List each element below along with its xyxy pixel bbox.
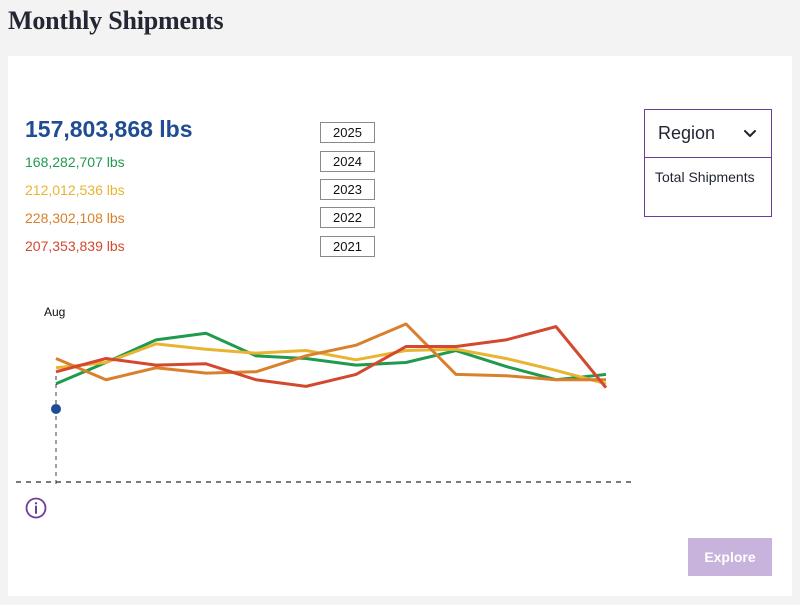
region-label: Region bbox=[658, 123, 716, 143]
series-layer bbox=[55, 322, 608, 389]
series-total-2021: 207,353,839 lbs bbox=[25, 238, 125, 254]
year-button-2022[interactable]: 2022 bbox=[320, 207, 375, 228]
series-line-2 bbox=[55, 342, 607, 386]
region-dropdown-header[interactable]: Region bbox=[645, 110, 771, 158]
year-button-2021[interactable]: 2021 bbox=[320, 236, 375, 257]
point-layer bbox=[51, 403, 61, 414]
year-button-2023[interactable]: 2023 bbox=[320, 179, 375, 200]
series-total-2022: 228,302,108 lbs bbox=[25, 210, 125, 226]
region-option-total-shipments[interactable]: Total Shipments bbox=[655, 169, 755, 185]
current-point bbox=[51, 403, 61, 414]
series-line-4 bbox=[55, 325, 608, 389]
aug-annotation: Aug bbox=[44, 305, 65, 319]
series-line-3 bbox=[55, 322, 606, 382]
info-icon[interactable] bbox=[25, 497, 47, 519]
chevron-down-icon[interactable] bbox=[743, 129, 757, 139]
page-title: Monthly Shipments bbox=[8, 6, 224, 35]
region-dropdown[interactable]: Region Total Shipments bbox=[644, 109, 772, 217]
series-total-2024: 168,282,707 lbs bbox=[25, 154, 125, 170]
year-button-2024[interactable]: 2024 bbox=[320, 151, 375, 172]
explore-button[interactable]: Explore bbox=[688, 538, 772, 576]
total-value: 157,803,868 lbs bbox=[25, 116, 193, 142]
series-line-1 bbox=[55, 331, 607, 386]
chart-card: 157,803,868 lbs 168,282,707 lbs 212,012,… bbox=[8, 56, 792, 596]
series-total-2023: 212,012,536 lbs bbox=[25, 182, 125, 198]
year-button-2025[interactable]: 2025 bbox=[320, 122, 375, 143]
line-chart: Aug bbox=[16, 305, 634, 484]
